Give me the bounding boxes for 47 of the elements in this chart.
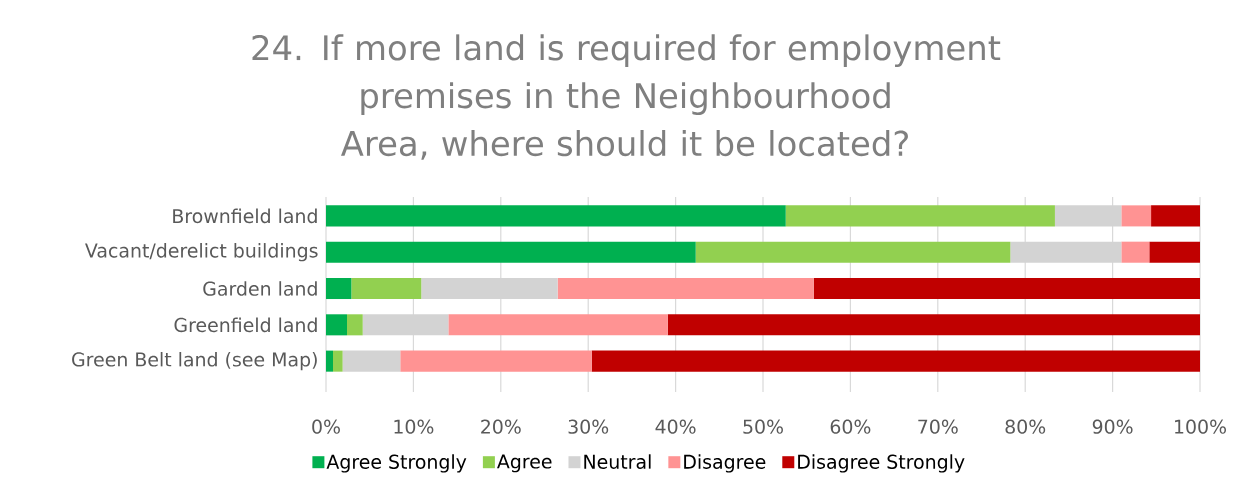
x-tick-label: 40% [655,419,696,434]
legend-label: Disagree Strongly [798,454,965,473]
x-tick-label: 30% [568,419,609,434]
bar [667,314,1201,336]
bar [326,350,333,372]
bar [1010,241,1122,263]
x-tick-label: 100% [1175,419,1227,434]
bar [400,350,592,372]
x-tick-label: 90% [1092,419,1133,434]
x-tick-label: 70% [918,419,958,434]
y-tick-label: Vacant/derelict buildings [85,243,318,262]
bar [326,277,352,300]
bar [346,314,363,336]
legend-label: Neutral [584,454,651,469]
bar [326,241,696,263]
y-tick-label: Green Belt land (see Map) [72,351,317,371]
x-tick-label: 50% [743,419,783,434]
x-tick-label: 0% [312,419,340,434]
bar [421,277,558,300]
bar [326,314,347,336]
bar [1054,205,1122,227]
bar [342,350,401,372]
bar [695,241,1011,263]
bar [351,277,422,300]
y-tick-label: Garden land [203,281,317,296]
bar [362,314,449,336]
chart-title: 24. If more land is required for employment premises in the Neighbourhood Area, where should it be located? [252,34,1001,160]
bar [813,277,1201,300]
bar [1121,241,1150,263]
legend-label: Disagree [684,454,766,473]
bar [1149,241,1201,263]
x-tick-label: 60% [830,419,871,434]
x-tick-label: 10% [394,419,434,434]
bar [785,205,1055,227]
y-tick-label: Greenfield land [174,317,317,333]
legend-label: Agree [497,454,552,473]
bar [557,277,814,300]
x-tick-label: 20% [481,419,521,434]
bar [326,205,786,227]
x-tick-label: 80% [1005,419,1046,434]
legend-label: Agree Strongly [326,454,467,473]
bar [1151,205,1201,227]
bar [1121,205,1152,227]
bar [332,350,343,372]
bar [591,350,1201,372]
bar [448,314,668,336]
y-tick-label: Brownfield land [173,208,317,224]
